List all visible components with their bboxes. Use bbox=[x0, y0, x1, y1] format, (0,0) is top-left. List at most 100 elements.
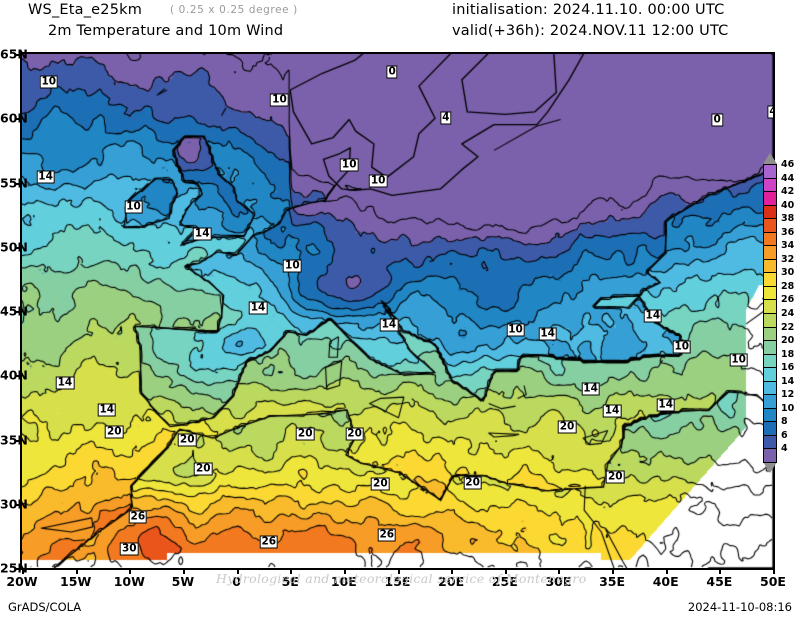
contour-value-label: 20 bbox=[104, 425, 124, 439]
colorbar-tick-label: 26 bbox=[781, 294, 795, 306]
initialisation-label: initialisation: 2024.11.10. 00:00 UTC bbox=[452, 2, 725, 18]
contour-value-label: 20 bbox=[605, 470, 625, 484]
x-axis-tick-label: 30E bbox=[545, 574, 572, 589]
y-tickmark bbox=[16, 311, 22, 313]
x-axis-tick-label: 10E bbox=[330, 574, 357, 589]
colorbar-tick-label: 40 bbox=[781, 199, 795, 211]
x-axis-tick-label: 15E bbox=[384, 574, 411, 589]
contour-value-label: 14 bbox=[581, 382, 600, 396]
contour-value-label: 14 bbox=[656, 398, 676, 412]
y-axis-tick-label: 40N bbox=[0, 367, 28, 383]
colorbar-swatch bbox=[763, 353, 777, 369]
colorbar-tick-label: 16 bbox=[781, 362, 795, 374]
colorbar-tick-label: 4 bbox=[781, 443, 788, 455]
contour-value-label: 10 bbox=[368, 174, 388, 188]
x-axis-tick-label: 5W bbox=[171, 574, 195, 589]
x-axis-tick-label: 50E bbox=[760, 574, 786, 589]
contour-value-label: 14 bbox=[538, 327, 557, 341]
x-axis-tick-label: 5E bbox=[281, 574, 299, 589]
contour-value-label: 14 bbox=[192, 227, 212, 241]
colorbar-tick-label: 8 bbox=[781, 416, 788, 428]
contour-value-label: 0 bbox=[711, 113, 723, 127]
colorbar-tick-label: 28 bbox=[781, 280, 795, 292]
y-tickmark bbox=[16, 375, 22, 378]
colorbar-swatch bbox=[763, 191, 777, 206]
contour-value-label: 26 bbox=[128, 510, 148, 524]
resolution-label: ( 0.25 x 0.25 degree ) bbox=[170, 4, 298, 16]
colorbar-tick-label: 22 bbox=[781, 321, 795, 333]
x-axis-tick-label: 20E bbox=[438, 574, 465, 589]
colorbar-swatch bbox=[763, 394, 777, 409]
x-tickmark bbox=[75, 568, 78, 574]
contour-value-label: 14 bbox=[643, 309, 663, 323]
footer-attribution: GrADS/COLA bbox=[8, 600, 82, 614]
x-axis-tick-label: 35E bbox=[599, 574, 626, 589]
contour-value-label: 20 bbox=[371, 477, 390, 491]
x-tickmark bbox=[719, 568, 722, 574]
y-tickmark bbox=[16, 568, 22, 570]
colorbar-swatch bbox=[763, 272, 777, 287]
x-tickmark bbox=[612, 568, 615, 574]
contour-value-label: 20 bbox=[557, 420, 577, 434]
contour-value-label: 26 bbox=[377, 528, 397, 542]
colorbar-tick-label: 42 bbox=[781, 186, 795, 198]
colorbar-swatch bbox=[763, 177, 777, 193]
header-block: WS_Eta_e25km ( 0.25 x 0.25 degree ) 2m T… bbox=[0, 0, 800, 46]
colorbar-swatch bbox=[763, 164, 777, 179]
colorbar-swatch bbox=[763, 245, 777, 260]
x-tickmark bbox=[22, 568, 24, 574]
y-tickmark bbox=[16, 246, 22, 249]
colorbar-swatch bbox=[763, 218, 777, 233]
colorbar-tick-label: 46 bbox=[781, 159, 795, 170]
x-tickmark bbox=[236, 568, 239, 574]
colorbar-swatch bbox=[763, 434, 777, 450]
colorbar-tick-label: 32 bbox=[781, 253, 795, 265]
x-axis-tick-label: 20W bbox=[6, 574, 38, 589]
contour-value-label: 10 bbox=[39, 75, 59, 89]
contour-value-label: 10 bbox=[124, 200, 143, 214]
x-axis-tick-label: 0 bbox=[232, 574, 241, 589]
watermark-text: Hydrological and meteorological service … bbox=[216, 571, 587, 586]
colorbar-swatch bbox=[763, 258, 777, 274]
colorbar-swatch bbox=[763, 448, 777, 463]
contour-value-label: 10 bbox=[339, 158, 359, 171]
colorbar-swatch bbox=[763, 285, 777, 301]
colorbar-swatch bbox=[763, 299, 777, 314]
contour-value-label: 14 bbox=[97, 403, 117, 417]
y-axis-tick-label: 65N bbox=[0, 46, 28, 62]
contour-value-label: 30 bbox=[119, 542, 139, 556]
x-axis-tick-label: 40E bbox=[652, 574, 679, 589]
contour-value-label: 10 bbox=[283, 259, 302, 273]
colorbar-tick-label: 10 bbox=[781, 402, 795, 414]
colorbar-tick-label: 12 bbox=[781, 389, 795, 401]
contour-value-label: 10 bbox=[672, 340, 692, 354]
field-description-label: 2m Temperature and 10m Wind bbox=[48, 23, 284, 39]
colorbar-swatch bbox=[763, 326, 777, 342]
colorbar-tick-label: 14 bbox=[781, 375, 795, 387]
colorbar-swatch bbox=[763, 407, 777, 423]
contour-value-label: 10 bbox=[506, 323, 525, 337]
colorbar-bottom-arrow-icon bbox=[763, 462, 777, 473]
x-tickmark bbox=[182, 568, 185, 574]
contour-value-label: 20 bbox=[345, 427, 364, 441]
colorbar-tick-label: 38 bbox=[781, 213, 795, 225]
footer-timestamp: 2024-11-10-08:16 bbox=[687, 600, 792, 614]
colorbar-tick-label: 18 bbox=[781, 348, 795, 360]
colorbar-swatch bbox=[763, 367, 777, 382]
y-tickmark bbox=[16, 439, 22, 442]
contour-value-label: 14 bbox=[379, 318, 399, 332]
contour-value-label: 14 bbox=[55, 376, 75, 390]
temperature-colorbar[interactable]: 4 6 8 10 12 14 16 18 20 22 24 26 28 30 32 34 36 38 40 42 44 4… bbox=[763, 153, 794, 473]
x-tickmark bbox=[773, 568, 775, 574]
x-tickmark bbox=[558, 568, 561, 574]
contour-value-label: 20 bbox=[463, 476, 482, 490]
contour-value-label: 14 bbox=[36, 170, 55, 184]
colorbar-tick-label: 34 bbox=[781, 240, 795, 252]
y-tickmark bbox=[16, 503, 22, 506]
y-axis-tick-label: 30N bbox=[0, 496, 28, 512]
contour-value-label: 26 bbox=[259, 535, 279, 549]
x-tickmark bbox=[504, 568, 507, 574]
map-plot-area[interactable]: 1010141014044041010101414101414101014141… bbox=[20, 52, 775, 570]
colorbar-swatch bbox=[763, 231, 777, 247]
valid-time-label: valid(+36h): 2024.NOV.11 12:00 UTC bbox=[452, 23, 729, 39]
